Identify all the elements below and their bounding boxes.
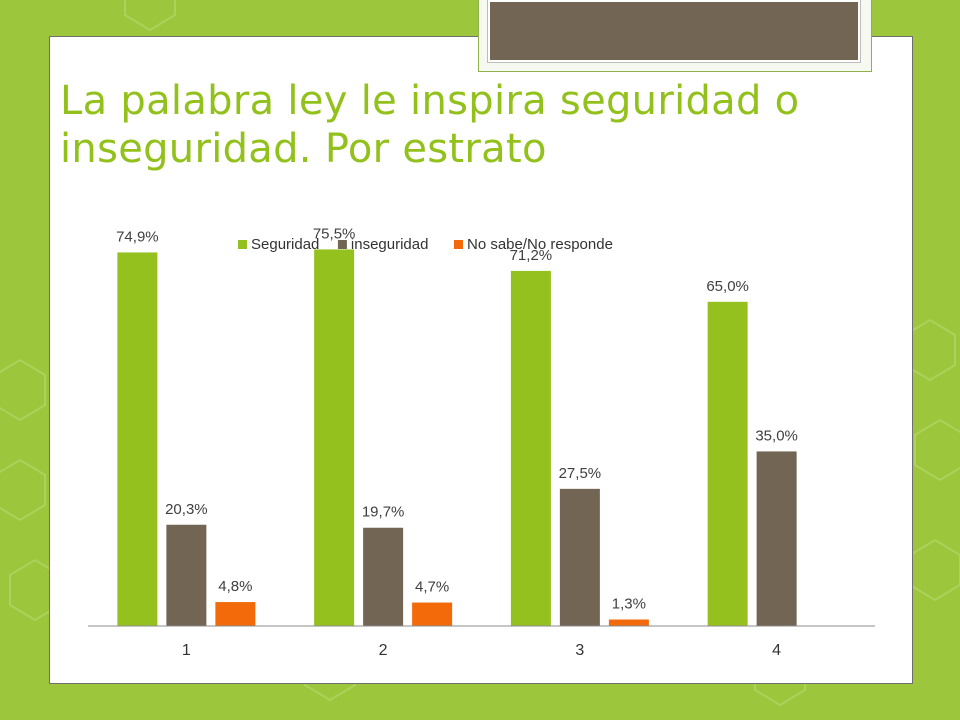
bar-inseguridad-4 [756,451,797,626]
legend-swatch [454,240,463,249]
data-label: 20,3% [165,501,208,518]
bar-no-sabe-no-responde-2 [412,602,453,626]
bar-no-sabe-no-responde-3 [608,619,649,626]
chart-legend: Seguridad inseguridad No sabe/No responde [238,236,613,253]
data-label: 74,9% [116,228,159,245]
bar-seguridad-4 [707,301,748,626]
x-tick-labels: 1 2 3 4 [182,642,781,659]
data-label: 71,2% [510,247,553,264]
legend-label: Seguridad [251,236,319,253]
bar-seguridad-1 [117,252,158,626]
data-label: 4,8% [218,578,252,595]
data-label: 4,7% [415,579,449,596]
bar-inseguridad-2 [363,527,404,626]
bar-inseguridad-1 [166,524,207,626]
legend-label: inseguridad [351,236,429,253]
legend-swatch [337,240,347,249]
data-label: 19,7% [362,504,405,521]
bar-no-sabe-no-responde-1 [215,602,256,626]
decorative-banner [488,0,860,62]
x-tick-label: 4 [772,642,781,659]
legend-label: No sabe/No responde [467,236,613,253]
data-labels: 74,9% 20,3% 4,8% 75,5% 19,7% 4,7% 71,2% 27,5% 1,… [116,225,798,612]
bar-inseguridad-3 [559,488,600,626]
legend-swatch [238,240,247,249]
x-tick-label: 3 [575,642,584,659]
data-label: 75,5% [313,225,356,242]
data-label: 1,3% [612,596,646,613]
bar-seguridad-3 [510,270,551,626]
chart-bars [117,249,797,626]
slide-title: La palabra ley le inspira seguridad o in… [60,78,800,172]
x-tick-label: 1 [182,642,191,659]
data-label: 35,0% [755,427,798,444]
x-tick-label: 2 [379,642,388,659]
data-label: 65,0% [706,278,749,295]
bar-seguridad-2 [314,249,355,626]
data-label: 27,5% [559,465,602,482]
